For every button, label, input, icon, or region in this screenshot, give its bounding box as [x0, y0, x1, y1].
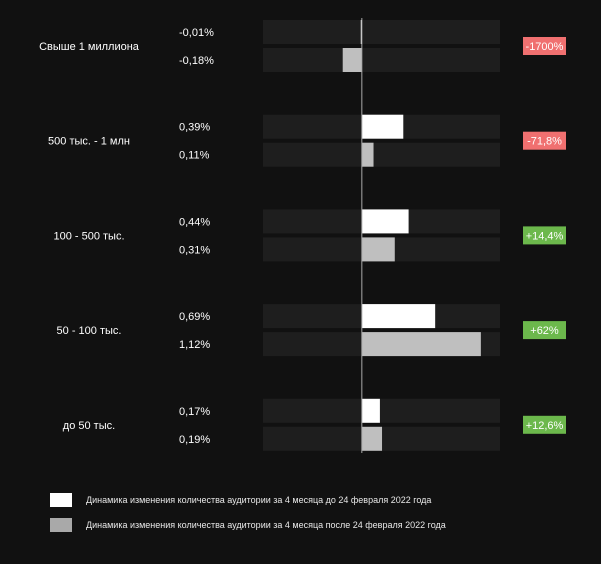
- legend-swatch-after: [50, 518, 72, 532]
- value-label: -0,01%: [179, 27, 214, 39]
- value-label: 0,17%: [179, 406, 210, 418]
- change-badge-text: +14,4%: [526, 230, 564, 242]
- category-label: до 50 тыс.: [63, 420, 115, 432]
- change-badge-text: +62%: [530, 325, 559, 337]
- value-label: 0,44%: [179, 216, 210, 228]
- change-badge: [523, 226, 566, 245]
- category-label: 50 - 100 тыс.: [57, 325, 122, 337]
- legend-item-before: Динамика изменения количества аудитории …: [50, 493, 431, 507]
- bar-before: [360, 20, 362, 44]
- legend-label-after: Динамика изменения количества аудитории …: [86, 520, 446, 530]
- change-badge: [523, 415, 566, 434]
- value-label: 0,11%: [179, 150, 210, 162]
- legend-swatch-before: [50, 493, 72, 507]
- bar-chart: Свыше 1 миллиона -0,01% -0,18% -1700% 500 ты…: [39, 18, 566, 453]
- bar-track: [263, 20, 500, 44]
- change-badge: [523, 131, 566, 150]
- category-label: 500 тыс. - 1 млн: [48, 136, 130, 148]
- change-badge-text: +12,6%: [526, 420, 564, 432]
- change-badge-text: -71,8%: [527, 136, 562, 148]
- bar-track: [263, 398, 500, 423]
- bar-before: [361, 209, 409, 234]
- change-badge: [523, 321, 566, 340]
- bar-before: [361, 398, 380, 423]
- bar-track: [263, 142, 500, 167]
- value-label: 0,39%: [179, 122, 210, 134]
- legend-label-before: Динамика изменения количества аудитории …: [86, 495, 432, 505]
- change-badge: [523, 37, 566, 55]
- bar-after: [361, 332, 481, 357]
- bar-after: [361, 426, 383, 451]
- value-label: 1,12%: [179, 339, 210, 351]
- bar-track: [263, 48, 500, 72]
- value-label: 0,69%: [179, 311, 210, 323]
- change-badge-text: -1700%: [526, 41, 564, 53]
- bar-after: [361, 237, 395, 262]
- bar-after: [342, 48, 362, 72]
- bar-before: [361, 304, 436, 329]
- category-label: Свыше 1 миллиона: [39, 41, 140, 53]
- bar-before: [361, 114, 404, 139]
- value-label: 0,19%: [179, 434, 210, 446]
- value-label: -0,18%: [179, 55, 214, 67]
- legend-item-after: Динамика изменения количества аудитории …: [50, 518, 446, 532]
- value-label: 0,31%: [179, 244, 210, 256]
- category-label: 100 - 500 тыс.: [53, 230, 124, 242]
- bar-after: [361, 142, 374, 167]
